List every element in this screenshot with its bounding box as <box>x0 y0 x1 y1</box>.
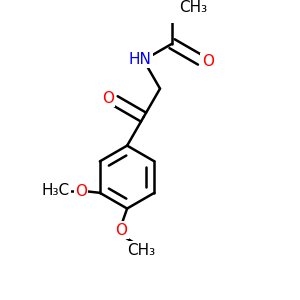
Text: O: O <box>202 54 214 69</box>
Text: O: O <box>102 91 114 106</box>
Text: HN: HN <box>129 52 152 67</box>
Text: O: O <box>116 223 128 238</box>
Text: O: O <box>75 184 87 199</box>
Text: CH₃: CH₃ <box>128 242 155 257</box>
Text: H₃C: H₃C <box>41 183 70 198</box>
Text: CH₃: CH₃ <box>179 0 207 15</box>
